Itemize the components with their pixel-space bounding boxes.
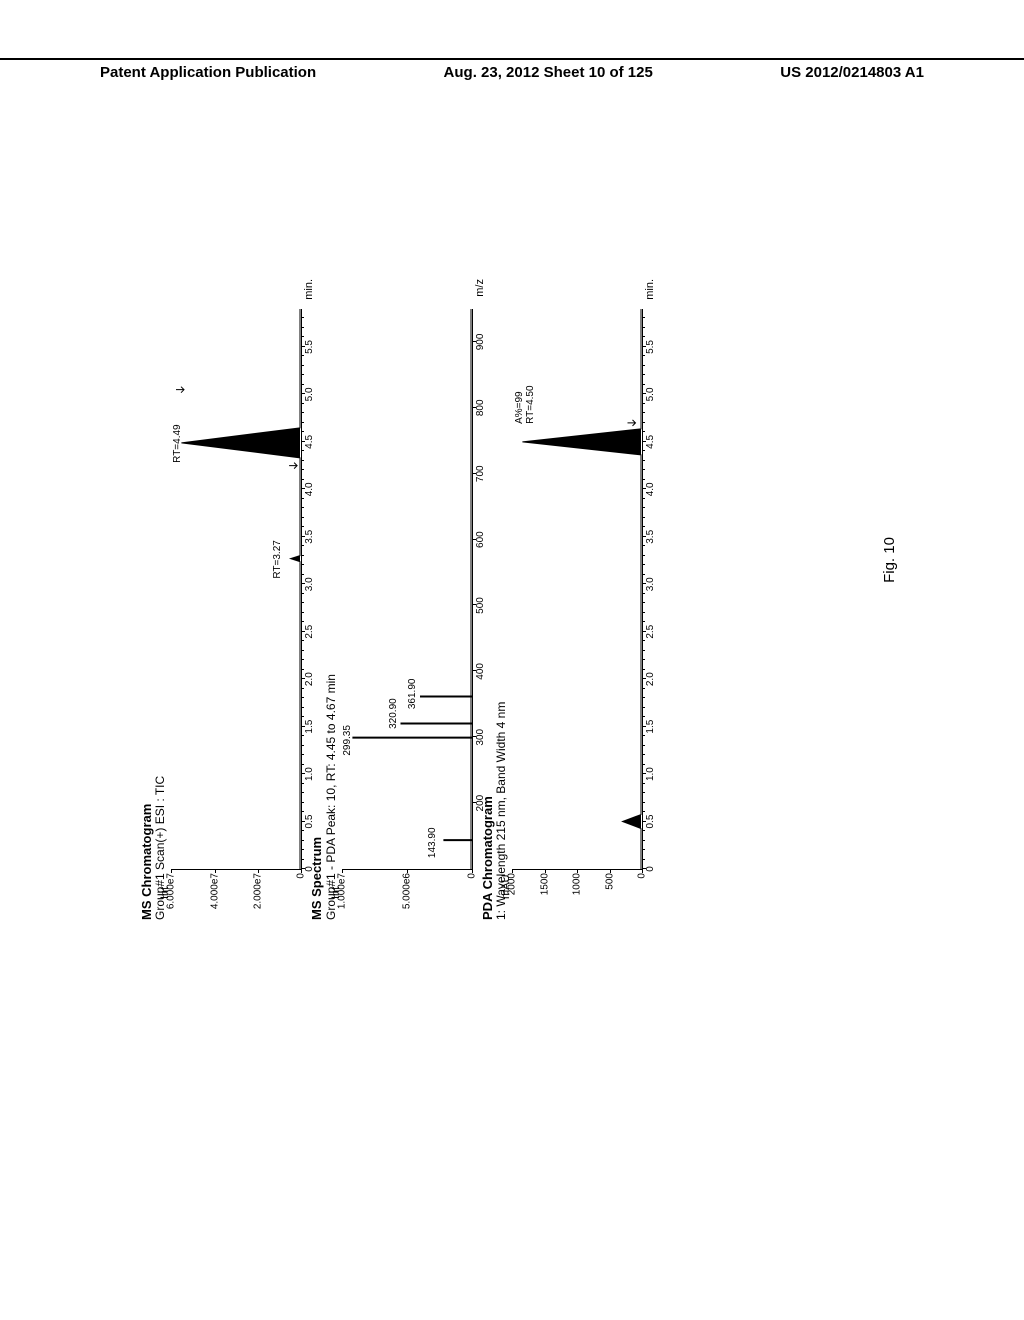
peak-label: A%=99 (514, 391, 525, 424)
peak-label: 143.90 (427, 827, 438, 858)
x-tick-label: 2.5 (645, 625, 656, 639)
peak-label: RT=4.49 (172, 424, 183, 462)
y-tick-label: 0 (637, 873, 648, 917)
x-tick-label: 2.0 (645, 672, 656, 686)
figure-panel: MS Chromatogram Group#1 Scan(+) ESI : TI… (140, 200, 860, 920)
y-tick-label: 4.000e7 (209, 873, 220, 917)
y-tick-label: 6.000e7 (166, 873, 177, 917)
header-left: Patent Application Publication (100, 64, 316, 88)
header-center: Aug. 23, 2012 Sheet 10 of 125 (444, 64, 653, 88)
figure-caption: Fig. 10 (881, 537, 898, 583)
plot-area: mAU min. 200015001000500000.51.01.52.02.… (512, 309, 643, 870)
peak-label: RT=3.27 (272, 540, 283, 578)
y-tick-label: 1000 (572, 873, 583, 917)
x-tick-label: 5.5 (645, 340, 656, 354)
x-tick-label: 0 (645, 866, 656, 872)
x-tick-label: 1.5 (645, 720, 656, 734)
chart-subtitle: 1: Wavelength 215 nm, Band Width 4 nm (495, 200, 508, 920)
peak-label: RT=4.50 (525, 385, 536, 423)
peak-label: 361.90 (407, 679, 418, 710)
y-tick-label: 1500 (539, 873, 550, 917)
y-tick-label: 500 (604, 873, 615, 917)
pda-chromatogram: PDA Chromatogram 1: Wavelength 215 nm, B… (481, 200, 643, 920)
y-tick-label: 0 (296, 873, 307, 917)
x-tick-label: 3.0 (645, 577, 656, 591)
ms-spectrum: MS Spectrum Group#1 - PDA Peak: 10, RT: … (310, 200, 472, 920)
y-tick-label: 1.000e7 (336, 873, 347, 917)
plot-area: Int m/z 1.000e75.000e6020030040050060070… (342, 309, 473, 870)
y-tick-label: 2000 (507, 873, 518, 917)
ms-chromatogram: MS Chromatogram Group#1 Scan(+) ESI : TI… (140, 200, 302, 920)
page-header: Patent Application Publication Aug. 23, … (0, 58, 1024, 88)
y-tick-label: 0 (466, 873, 477, 917)
x-axis-unit: min. (644, 279, 656, 300)
x-tick-label: 4.5 (645, 435, 656, 449)
x-tick-label: 0.5 (645, 815, 656, 829)
chart-title: PDA Chromatogram (481, 200, 495, 920)
y-tick-label: 2.000e7 (253, 873, 264, 917)
header-right: US 2012/0214803 A1 (780, 64, 924, 88)
chart-title: MS Chromatogram (140, 200, 154, 920)
plot-area: Int min. 6.000e74.000e72.000e7000.51.01.… (171, 309, 302, 870)
peak-label: 320.90 (388, 698, 399, 729)
peak-label: 299.35 (342, 725, 353, 756)
y-tick-label: 5.000e6 (401, 873, 412, 917)
x-tick-label: 4.0 (645, 482, 656, 496)
x-tick-label: 5.0 (645, 387, 656, 401)
chart-subtitle: Group#1 Scan(+) ESI : TIC (154, 200, 167, 920)
x-tick-label: 1.0 (645, 767, 656, 781)
chart-subtitle: Group#1 - PDA Peak: 10, RT: 4.45 to 4.67… (325, 200, 338, 920)
x-tick-label: 3.5 (645, 530, 656, 544)
chart-title: MS Spectrum (310, 200, 324, 920)
